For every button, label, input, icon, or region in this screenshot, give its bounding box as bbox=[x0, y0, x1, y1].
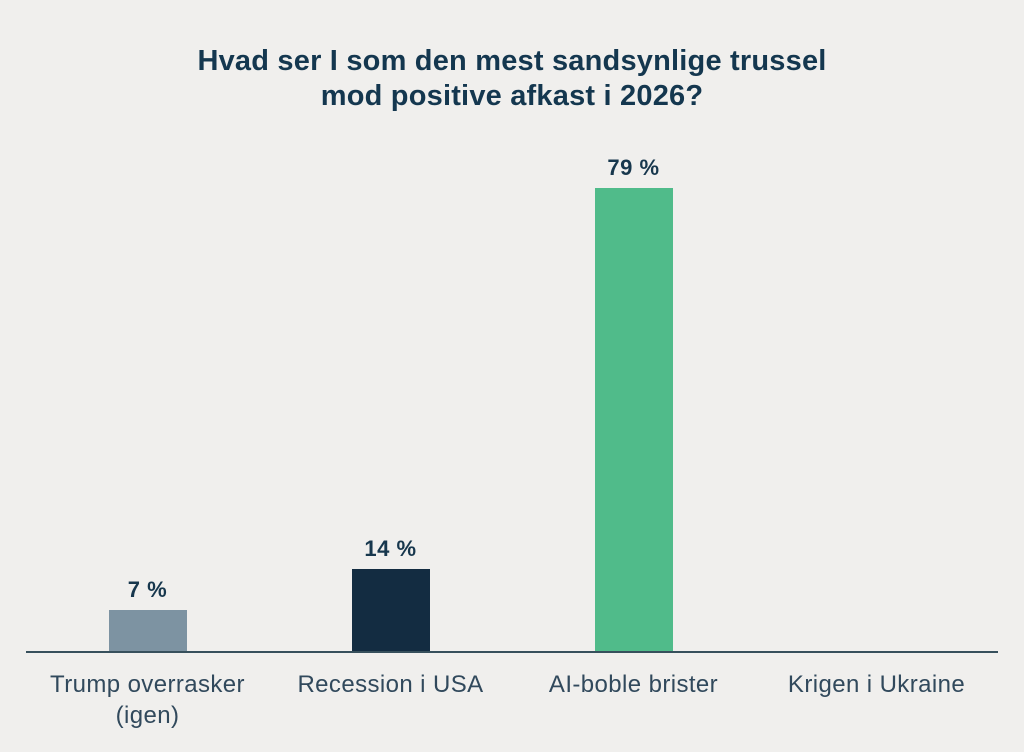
bar bbox=[108, 610, 187, 651]
bar bbox=[351, 569, 430, 651]
plot-area: 7 % 14 % 79 % bbox=[26, 151, 998, 651]
category-label: Trump overrasker (igen) bbox=[50, 671, 245, 730]
bar-value-label: 79 % bbox=[607, 155, 660, 180]
bar-column bbox=[755, 151, 998, 651]
bar-value-label: 14 % bbox=[364, 536, 417, 561]
bar-value-label: 7 % bbox=[127, 577, 168, 602]
category-label: Krigen i Ukraine bbox=[787, 671, 966, 698]
bar-column: 14 % bbox=[269, 151, 512, 651]
bar-chart: 7 % 14 % 79 % Trump overrasker (igen) Reces… bbox=[26, 151, 998, 731]
category-label: AI-boble brister bbox=[548, 671, 719, 698]
chart-title: Hvad ser I som den mest sandsynlige trus… bbox=[197, 45, 827, 113]
category-label: Recession i USA bbox=[297, 671, 484, 698]
bar bbox=[594, 188, 673, 651]
bar-column: 7 % bbox=[26, 151, 269, 651]
bar-column: 79 % bbox=[512, 151, 755, 651]
x-axis-line bbox=[26, 651, 998, 653]
x-axis-labels: Trump overrasker (igen) Recession i USA AI… bbox=[26, 653, 998, 731]
